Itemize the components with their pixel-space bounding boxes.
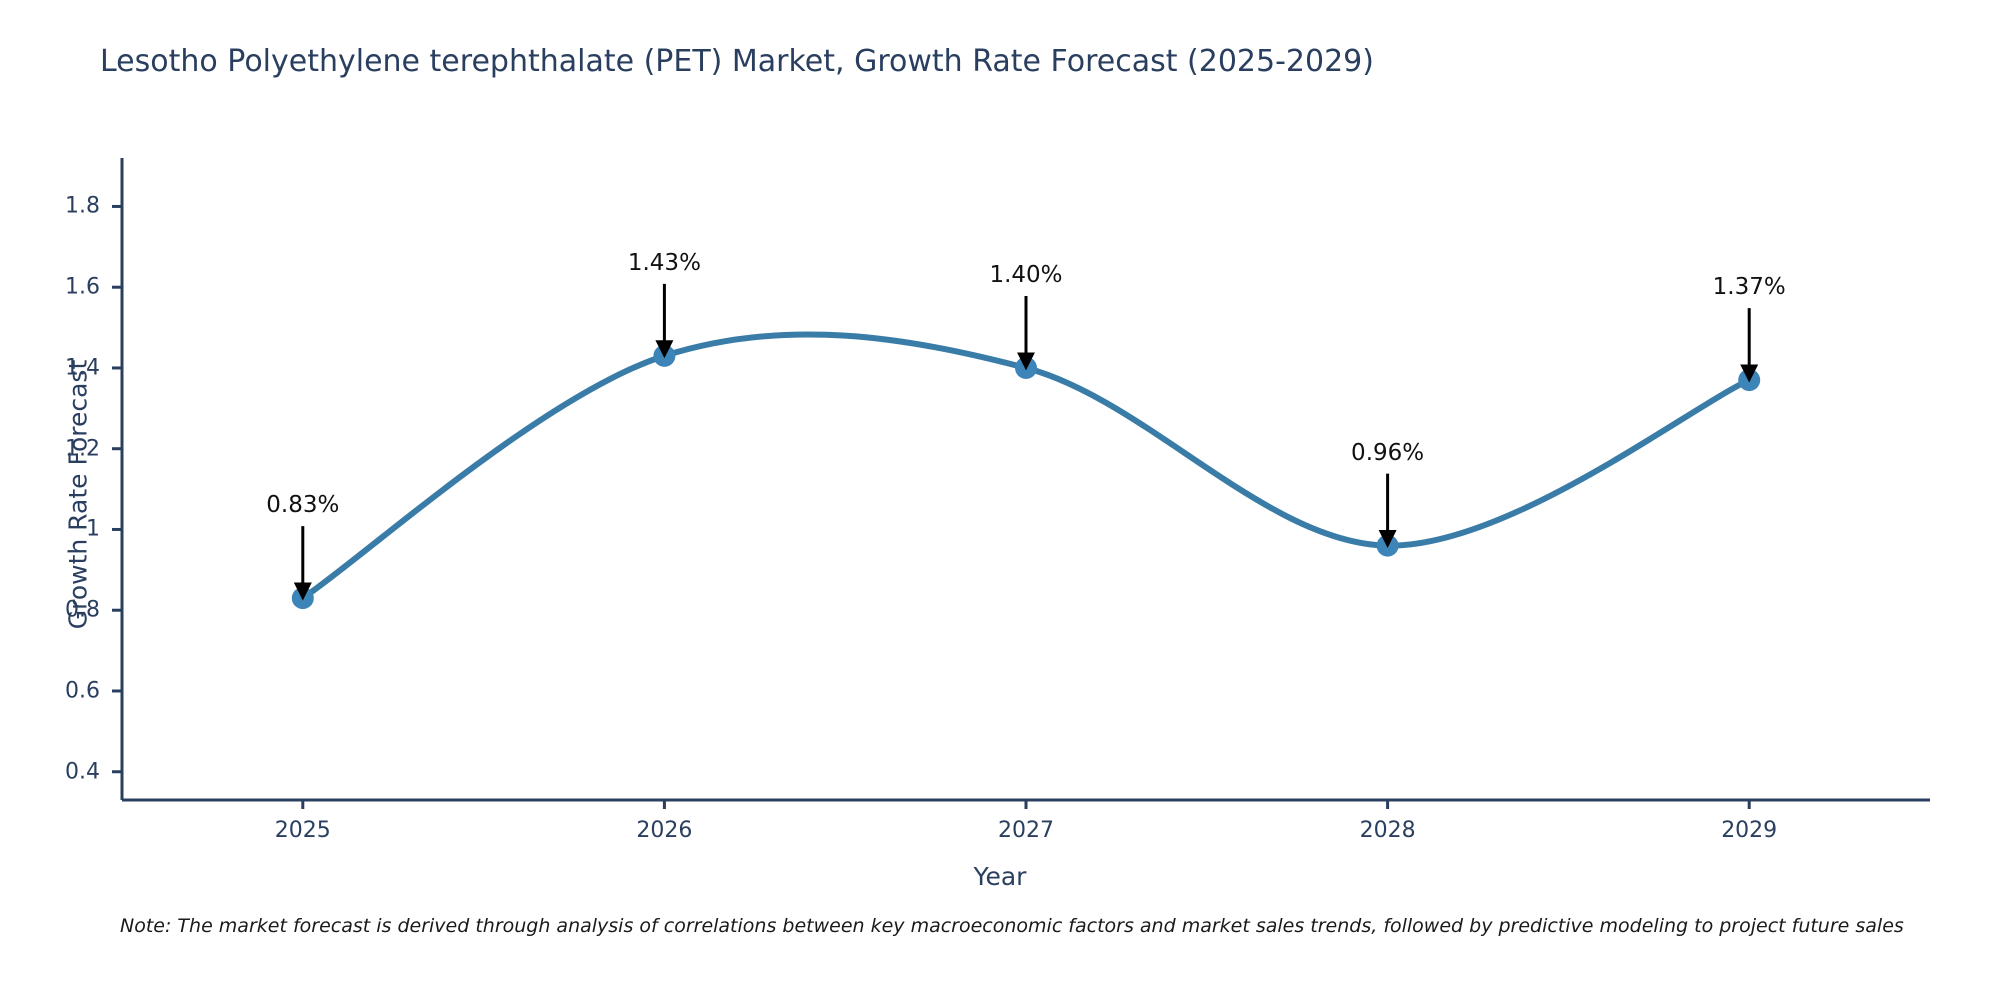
footnote: Note: The market forecast is derived thr… — [120, 915, 1904, 937]
x-axis-title: Year — [973, 862, 1027, 891]
data-point-label: 0.96% — [1351, 439, 1425, 466]
x-tick-label: 2025 — [274, 818, 331, 843]
chart-title: Lesotho Polyethylene terephthalate (PET)… — [100, 44, 1374, 79]
y-axis-title: Growth Rate Forecast — [63, 359, 93, 630]
x-tick-marks — [301, 800, 1751, 809]
x-tick-label: 2029 — [1721, 818, 1778, 843]
data-point-markers — [291, 344, 1761, 610]
annotation-arrows — [293, 283, 1759, 601]
data-point-label: 1.43% — [627, 249, 701, 276]
data-point-label: 1.37% — [1712, 274, 1786, 301]
y-tick-label: 0.6 — [65, 678, 100, 704]
axes — [120, 158, 1930, 802]
y-tick-label: 1.6 — [65, 274, 100, 300]
y-tick-label: 0.8 — [65, 597, 100, 623]
x-tick-label: 2027 — [998, 818, 1054, 843]
y-tick-label: 1 — [86, 516, 100, 542]
y-tick-marks — [112, 204, 122, 774]
x-tick-label: 2028 — [1359, 818, 1416, 843]
x-tick-label: 2026 — [636, 818, 693, 843]
y-tick-label: 0.4 — [65, 759, 100, 785]
y-tick-label: 1.8 — [65, 193, 100, 219]
data-point-label: 1.40% — [989, 261, 1063, 288]
data-point-label: 0.83% — [266, 492, 340, 519]
y-tick-label: 1.2 — [65, 436, 100, 462]
y-tick-label: 1.4 — [65, 355, 100, 381]
